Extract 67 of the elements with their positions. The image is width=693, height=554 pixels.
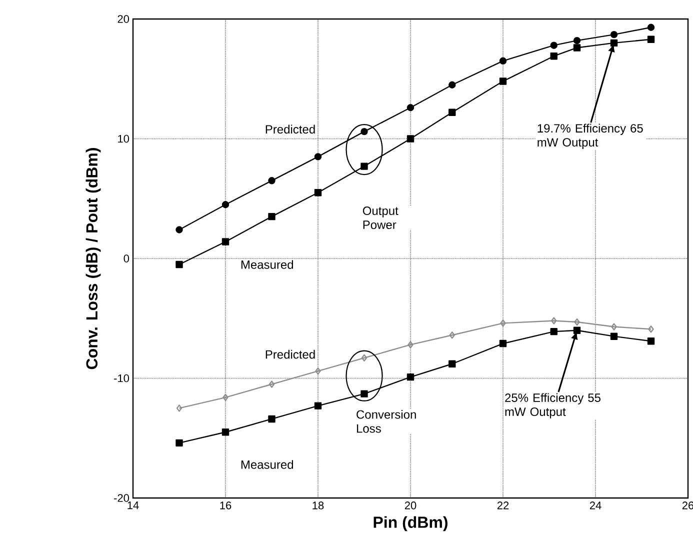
annotation: Output Power (362, 206, 398, 230)
point (314, 402, 322, 410)
point (406, 104, 414, 112)
point (361, 354, 368, 362)
x-tick-label: 18 (312, 502, 324, 510)
x-tick-label: 22 (497, 502, 509, 510)
annotation: Predicted (266, 350, 315, 359)
point (176, 226, 183, 234)
point (222, 428, 230, 436)
point (647, 338, 655, 345)
point (222, 394, 228, 402)
point (550, 328, 558, 336)
point (611, 323, 617, 330)
x-axis-title: Pin (dBm) (374, 516, 448, 532)
point (406, 373, 414, 381)
point (500, 320, 506, 327)
annotation: Conversion Loss (356, 410, 416, 433)
point (176, 439, 183, 447)
point (360, 390, 368, 398)
point (499, 78, 507, 85)
point (314, 153, 322, 160)
y-tick-label: 20 (118, 15, 130, 23)
point (315, 367, 321, 375)
point (222, 238, 230, 246)
point (448, 360, 456, 368)
point (610, 30, 618, 38)
point (449, 332, 455, 339)
y-tick-label: -20 (114, 494, 130, 502)
point (360, 162, 368, 170)
x-tick-label: 20 (404, 502, 416, 510)
point (222, 201, 230, 208)
point (573, 36, 581, 44)
point (574, 318, 580, 326)
point (360, 128, 368, 136)
x-tick-label: 16 (220, 502, 232, 510)
point (550, 52, 558, 60)
point (448, 108, 456, 116)
point (573, 326, 581, 334)
point (647, 36, 655, 43)
annotation: Measured (241, 260, 294, 269)
point (406, 135, 414, 142)
point (314, 189, 322, 196)
y-tick-label: 10 (118, 134, 130, 143)
point (551, 317, 557, 324)
point (268, 177, 276, 184)
point (408, 341, 414, 348)
annotation: Measured (241, 460, 294, 469)
y-axis-title: Conv. Loss (dB) / Pout (dBm) (86, 148, 101, 370)
point (176, 260, 183, 268)
annotation: 19.7% Efficiency 65 mW Output (538, 124, 643, 149)
x-tick-label: 14 (128, 502, 139, 510)
point (499, 57, 507, 65)
y-tick-label: -10 (114, 374, 130, 382)
point (268, 380, 275, 388)
point (610, 332, 618, 340)
x-tick-label: 24 (590, 502, 602, 510)
point (268, 212, 276, 220)
annotation: Predicted (266, 124, 315, 134)
annotation: 25% Efficiency 55 mW Output (505, 393, 600, 418)
point (268, 415, 276, 423)
point (448, 81, 456, 88)
point (573, 44, 581, 52)
point (499, 340, 507, 348)
point (550, 42, 558, 49)
y-tick-label: 0 (124, 254, 130, 262)
point (647, 24, 655, 31)
point (610, 39, 618, 47)
